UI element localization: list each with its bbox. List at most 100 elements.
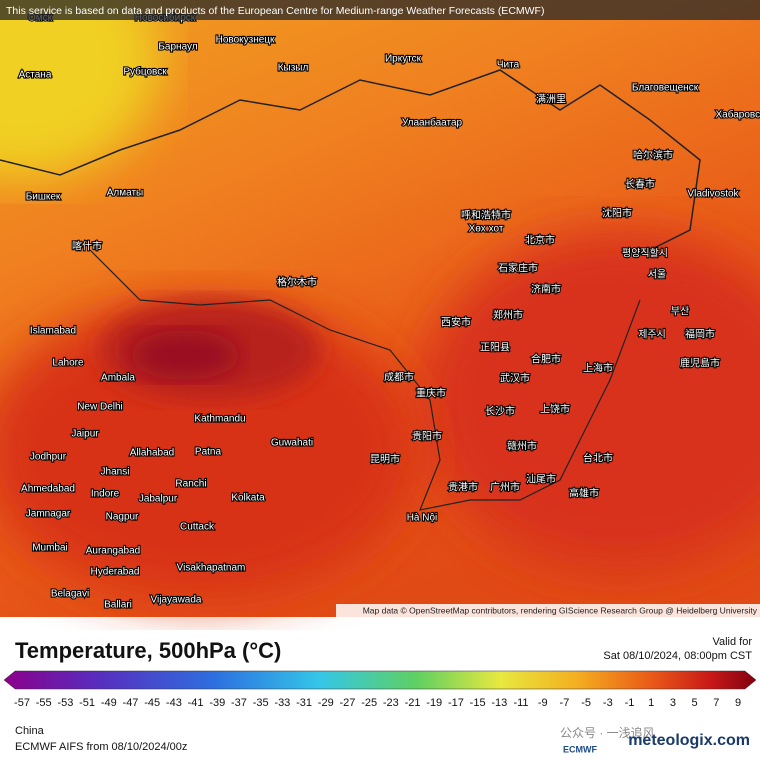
banner: This service is based on data and produc… [6,5,544,17]
city-label: Ahmedabad [21,484,75,495]
city-label: 沈阳市 [602,207,632,220]
colorbar-tick: -25 [361,697,377,709]
colorbar-tick: -51 [79,697,95,709]
city-label: Ambala [101,373,135,384]
city-label: Kathmandu [194,414,245,425]
city-label: New Delhi [77,402,123,413]
city-label: Islamabad [30,326,76,337]
colorbar-tick: -55 [36,697,52,709]
city-label: 부산 [671,306,689,318]
colorbar-tick: -21 [405,697,421,709]
city-label: Благовещенск [632,83,699,94]
city-label: 평양직할시 [622,248,668,260]
city-label: Хабаровск [716,109,760,121]
city-label: 西安市 [441,316,471,329]
city-label: 重庆市 [416,387,446,400]
city-label: Visakhapatnam [177,563,246,574]
valid-time: Sat 08/10/2024, 08:00pm CST [603,650,752,662]
city-label: 广州市 [490,481,520,494]
city-label: 赣州市 [507,440,537,453]
colorbar-tick: -49 [101,697,117,709]
colorbar-tick: -11 [513,697,528,709]
city-label: 哈尔滨市 [633,149,673,162]
city-label: 上饶市 [540,403,570,416]
city-label: 石家庄市 [498,262,538,275]
ecmwf-logo: ECMWF [563,744,597,754]
city-label: Lahore [52,358,84,369]
region: China [15,725,45,737]
colorbar-tick: -3 [603,697,613,709]
city-label: Иркутск [385,54,422,65]
colorbar-tick: -13 [491,697,507,709]
colorbar-tick: -7 [560,697,570,709]
city-label: 郑州市 [493,309,523,322]
colorbar-tick: -27 [340,697,356,709]
city-label: Vijayawada [151,595,202,606]
city-label: Hà Nội [407,513,438,524]
city-label: Алматы [107,188,144,199]
city-label: 제주시 [638,329,666,341]
city-label: 长春市 [625,178,655,191]
city-label: Хөх хот [469,224,504,235]
colorbar-tick: -35 [253,697,269,709]
city-label: 高雄市 [569,487,599,500]
city-label: Барнаул [158,42,197,53]
legend-title: Temperature, 500hPa (°C) [15,638,281,663]
city-label: Jhansi [101,467,130,478]
city-label: 서울 [648,269,666,281]
city-label: 长沙市 [485,405,515,418]
city-label: 喀什市 [72,240,102,253]
city-label: 格尔木市 [277,276,317,289]
colorbar-tick: -29 [318,697,334,709]
colorbar-tick: -31 [296,697,312,709]
city-label: Jodhpur [30,452,67,463]
city-label: Новокузнецк [216,35,275,46]
city-label: 合肥市 [531,353,561,366]
colorbar-tick: -57 [14,697,30,709]
valid-for: Valid for [712,636,752,648]
colorbar [4,671,756,689]
city-label: Астана [19,70,52,81]
city-label: Бишкек [26,192,61,203]
colorbar-tick: -53 [57,697,73,709]
city-label: Hyderabad [91,567,140,578]
colorbar-tick: -43 [166,697,182,709]
city-label: 北京市 [525,234,555,247]
colorbar-tick: 9 [735,697,741,709]
city-label: Aurangabad [86,546,141,557]
city-label: 成都市 [384,371,414,384]
city-label: 贵阳市 [412,430,442,443]
colorbar-tick: -33 [274,697,290,709]
colorbar-tick: 5 [692,697,698,709]
city-label: Belagavi [51,589,89,600]
colorbar-tick: -5 [581,697,591,709]
city-label: Patna [195,447,222,458]
colorbar-tick: -41 [188,697,204,709]
city-label: Allahabad [130,448,174,459]
city-label: Cuttack [180,522,215,533]
city-label: Vladivostok [687,189,739,200]
city-label: 鹿児島市 [680,357,720,370]
city-label: 汕尾市 [526,473,556,486]
colorbar-tick: -9 [538,697,548,709]
colorbar-tick: -39 [209,697,225,709]
colorbar-tick: -45 [144,697,160,709]
colorbar-tick: -19 [426,697,442,709]
city-label: 满洲里 [536,94,566,106]
city-label: 福岡市 [685,328,715,341]
colorbar-tick: -37 [231,697,247,709]
city-label: 贵港市 [448,481,478,494]
colorbar-tick: 7 [713,697,719,709]
city-label: Рубцовск [123,66,167,78]
colorbar-tick: -15 [470,697,486,709]
city-label: 武汉市 [500,372,530,385]
city-label: Jaipur [71,429,99,440]
colorbar-tick: -47 [123,697,139,709]
city-label: Ballari [104,600,132,611]
city-label: Nagpur [106,512,139,523]
city-label: Улаанбаатар [402,117,463,129]
colorbar-tick: -1 [625,697,635,709]
city-label: Ranchi [175,479,206,490]
